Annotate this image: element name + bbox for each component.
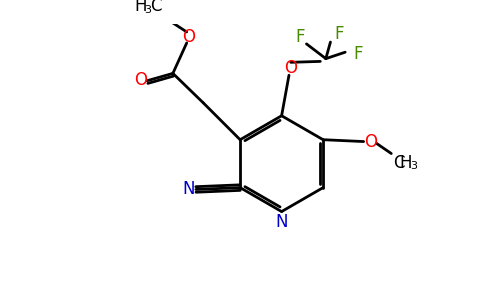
Text: F: F bbox=[295, 28, 305, 46]
Text: O: O bbox=[284, 59, 297, 77]
Text: C: C bbox=[393, 154, 405, 172]
Text: 3: 3 bbox=[410, 161, 417, 171]
Text: H: H bbox=[400, 154, 412, 172]
Text: C: C bbox=[151, 0, 162, 15]
Text: O: O bbox=[182, 28, 195, 46]
Text: N: N bbox=[182, 181, 195, 199]
Text: F: F bbox=[334, 25, 344, 43]
Text: N: N bbox=[275, 213, 288, 231]
Text: O: O bbox=[364, 133, 378, 151]
Text: F: F bbox=[353, 45, 363, 63]
Text: H: H bbox=[135, 0, 147, 15]
Text: 3: 3 bbox=[145, 5, 151, 15]
Text: O: O bbox=[134, 71, 147, 89]
